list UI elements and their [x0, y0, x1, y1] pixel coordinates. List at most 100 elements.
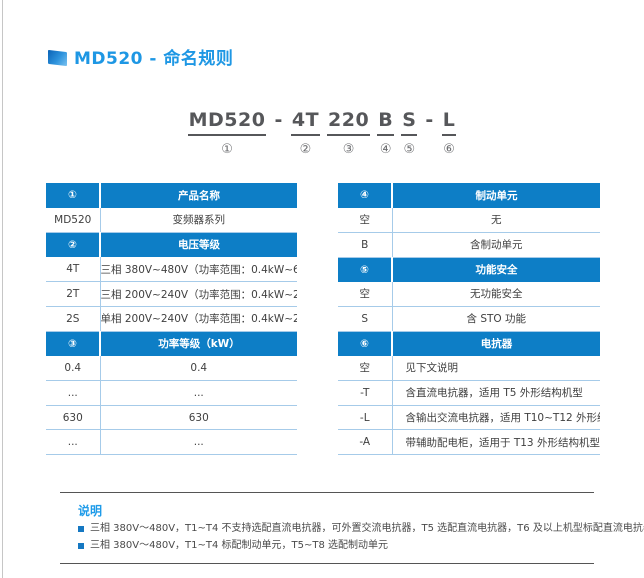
model-segment-text: 220: [327, 109, 371, 136]
desc-cell: ...: [100, 380, 297, 406]
desc-cell: 三相 200V~240V（功率范围：0.4kW~200kW）: [100, 281, 297, 307]
table-header-row: ④ 制动单元: [338, 183, 600, 208]
header-marker-cell: ⑤: [338, 257, 393, 282]
model-segment-marker: ②: [299, 141, 312, 157]
desc-cell: 三相 380V~480V（功率范围：0.4kW~630kW）: [100, 257, 297, 283]
header-title-cell: 电抗器: [392, 331, 600, 356]
table-header-row: ① 产品名称: [46, 183, 297, 208]
table-row: S 含 STO 功能: [338, 306, 600, 332]
code-cell: -A: [338, 429, 393, 456]
code-cell: 4T: [46, 257, 101, 283]
desc-cell: 含 STO 功能: [392, 306, 600, 332]
model-segment: S ⑤: [401, 109, 418, 157]
table-row: 空 无: [338, 207, 600, 233]
code-cell: 空: [338, 281, 393, 307]
table-header-row: ② 电压等级: [46, 232, 297, 258]
note-text: 三相 380V～480V，T1~T4 不支持选配直流电抗器，可外置交流电抗器，T…: [90, 523, 644, 534]
model-separator-text: -: [274, 109, 283, 131]
table-row: 630 630: [46, 405, 297, 431]
code-cell: S: [338, 306, 393, 332]
table-header-row: ⑥ 电抗器: [338, 331, 600, 356]
table-row: MD520 变频器系列: [46, 207, 297, 233]
table-row: 2T 三相 200V~240V（功率范围：0.4kW~200kW）: [46, 281, 297, 307]
model-separator: -: [273, 109, 283, 134]
page-edge-divider: [2, 0, 3, 578]
desc-cell: 无: [392, 207, 600, 233]
desc-cell: 630: [100, 405, 297, 431]
note-item: 三相 380V～480V，T1~T4 不支持选配直流电抗器，可外置交流电抗器，T…: [78, 522, 644, 536]
code-cell: 630: [46, 405, 101, 431]
table-row: 0.4 0.4: [46, 355, 297, 381]
header-marker-cell: ④: [338, 183, 393, 208]
desc-cell: 含输出交流电抗器，适用 T10~T12 外形结构机型: [392, 405, 600, 431]
notes-top-rule: [60, 492, 594, 493]
desc-cell: ...: [100, 429, 297, 456]
table-header-row: ⑤ 功能安全: [338, 257, 600, 282]
table-row: ... ...: [46, 429, 297, 456]
table-row: 4T 三相 380V~480V（功率范围：0.4kW~630kW）: [46, 257, 297, 283]
header-marker-cell: ①: [46, 183, 101, 208]
notes-heading: 说明: [78, 504, 103, 518]
table-row: B 含制动单元: [338, 232, 600, 258]
desc-cell: 无功能安全: [392, 281, 600, 307]
desc-cell: 含制动单元: [392, 232, 600, 258]
model-segment-marker: ⑥: [443, 141, 455, 157]
model-segment-marker: ③: [342, 141, 355, 157]
note-text: 三相 380V～480V，T1~T4 标配制动单元，T5~T8 选配制动单元: [90, 540, 389, 551]
code-cell: -L: [338, 405, 393, 431]
table-row: -T 含直流电抗器，适用 T5 外形结构机型: [338, 380, 600, 406]
model-code: MD520 ① - 4T ② 220 ③ B ④ S ⑤ - L ⑥: [0, 109, 644, 157]
left-spec-table: ① 产品名称 MD520 变频器系列 ② 电压等级 4T 三相 380V~480…: [46, 183, 297, 456]
code-cell: 2T: [46, 281, 101, 307]
code-cell: 空: [338, 355, 393, 381]
notes-bottom-rule: [60, 563, 594, 564]
header-marker-cell: ③: [46, 331, 101, 356]
code-cell: ...: [46, 380, 101, 406]
code-cell: B: [338, 232, 393, 258]
model-segment: B ④: [377, 109, 395, 157]
header-marker-cell: ⑥: [338, 331, 393, 356]
right-spec-table: ④ 制动单元 空 无 B 含制动单元 ⑤ 功能安全 空 无功能安全 S 含 ST…: [338, 183, 600, 456]
model-segment-text: S: [401, 109, 418, 136]
table-row: 空 无功能安全: [338, 281, 600, 307]
table-row: 2S 单相 200V~240V（功率范围：0.4kW~2.2kW）: [46, 306, 297, 332]
header-marker-cell: ②: [46, 232, 101, 258]
bullet-square-icon: [78, 526, 84, 532]
desc-cell: 0.4: [100, 355, 297, 381]
code-cell: MD520: [46, 207, 101, 233]
table-row: ... ...: [46, 380, 297, 406]
table-row: -L 含输出交流电抗器，适用 T10~T12 外形结构机型: [338, 405, 600, 431]
model-segment: 4T ②: [290, 109, 321, 157]
model-separator: -: [424, 109, 434, 134]
model-segment: L ⑥: [441, 109, 457, 157]
table-row: 空 见下文说明: [338, 355, 600, 381]
desc-cell: 变频器系列: [100, 207, 297, 233]
header-title-cell: 电压等级: [100, 232, 297, 258]
model-segment-text: L: [441, 109, 457, 136]
code-cell: 空: [338, 207, 393, 233]
header-title-cell: 功率等级（kW）: [100, 331, 297, 356]
model-segment-text: B: [377, 109, 395, 136]
model-segment: 220 ③: [327, 109, 371, 157]
header-title-cell: 功能安全: [392, 257, 600, 282]
model-segment: MD520 ①: [187, 109, 267, 156]
section-title-row: MD520 - 命名规则: [48, 44, 233, 69]
code-cell: -T: [338, 380, 393, 406]
desc-cell: 单相 200V~240V（功率范围：0.4kW~2.2kW）: [100, 306, 297, 332]
desc-cell: 含直流电抗器，适用 T5 外形结构机型: [392, 380, 600, 406]
model-segment-marker: ⑤: [403, 141, 416, 157]
code-cell: 2S: [46, 306, 101, 332]
model-segment-marker: ④: [379, 141, 392, 157]
model-segment-text: MD520: [187, 109, 267, 136]
code-cell: ...: [46, 429, 101, 456]
bullet-square-icon: [78, 543, 84, 549]
model-separator-text: -: [425, 109, 434, 131]
model-segment-text: 4T: [290, 109, 321, 136]
flag-icon: [48, 49, 67, 66]
page-title: MD520 - 命名规则: [74, 49, 234, 69]
header-title-cell: 产品名称: [100, 183, 297, 208]
desc-cell: 见下文说明: [392, 355, 600, 381]
table-header-row: ③ 功率等级（kW）: [46, 331, 297, 356]
table-row: -A 带辅助配电柜，适用于 T13 外形结构机型: [338, 429, 600, 456]
note-item: 三相 380V～480V，T1~T4 标配制动单元，T5~T8 选配制动单元: [78, 539, 388, 553]
